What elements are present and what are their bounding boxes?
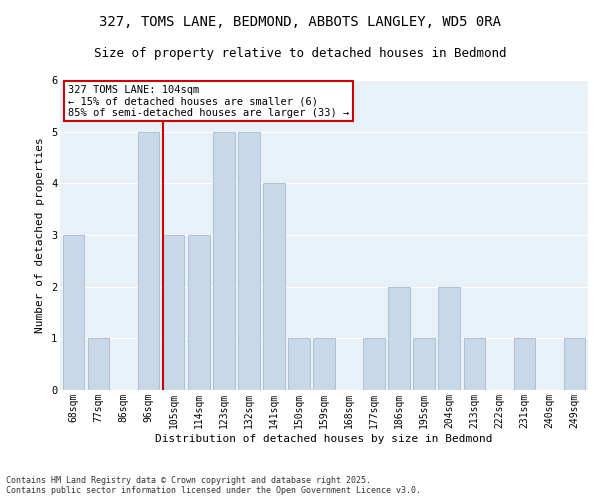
Bar [188,235,209,390]
Bar [413,338,435,390]
Bar [63,235,85,390]
Text: Contains HM Land Registry data © Crown copyright and database right 2025.
Contai: Contains HM Land Registry data © Crown c… [6,476,421,495]
Bar [464,338,485,390]
Bar [388,286,410,390]
Text: 327 TOMS LANE: 104sqm
← 15% of detached houses are smaller (6)
85% of semi-detac: 327 TOMS LANE: 104sqm ← 15% of detached … [68,84,349,118]
Bar [439,286,460,390]
Bar [289,338,310,390]
Bar [238,132,260,390]
Bar [563,338,585,390]
Bar [313,338,335,390]
Y-axis label: Number of detached properties: Number of detached properties [35,137,46,333]
X-axis label: Distribution of detached houses by size in Bedmond: Distribution of detached houses by size … [155,434,493,444]
Bar [364,338,385,390]
Bar [163,235,184,390]
Bar [263,184,284,390]
Text: 327, TOMS LANE, BEDMOND, ABBOTS LANGLEY, WD5 0RA: 327, TOMS LANE, BEDMOND, ABBOTS LANGLEY,… [99,15,501,29]
Bar [88,338,109,390]
Bar [138,132,160,390]
Bar [514,338,535,390]
Text: Size of property relative to detached houses in Bedmond: Size of property relative to detached ho… [94,48,506,60]
Bar [213,132,235,390]
